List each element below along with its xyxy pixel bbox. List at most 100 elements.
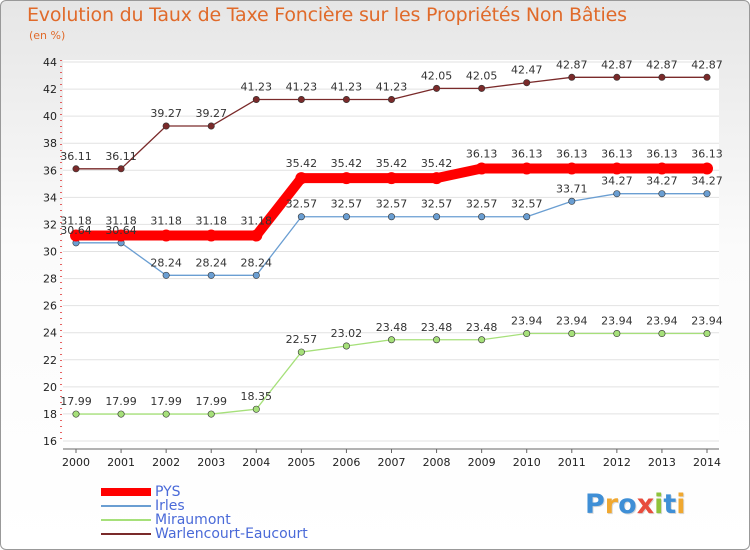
data-label-pys: 31.18 [195, 215, 227, 228]
data-label-warlencourt-eaucourt: 41.23 [286, 80, 318, 93]
data-point-pys [701, 162, 713, 175]
data-label-pys: 36.13 [691, 148, 723, 161]
y-tick-label: 22 [43, 354, 57, 367]
logo-letter: x [636, 489, 655, 520]
data-label-pys: 35.42 [286, 157, 318, 170]
data-point-warlencourt-eaucourt [433, 84, 441, 92]
data-point-irles [478, 213, 486, 221]
data-label-pys: 31.18 [241, 215, 273, 228]
data-point-warlencourt-eaucourt [523, 79, 531, 87]
legend-swatch-miraumont [101, 519, 151, 521]
x-tick-label: 2010 [513, 456, 541, 469]
data-point-warlencourt-eaucourt [658, 73, 666, 81]
data-label-irles: 30.64 [105, 224, 137, 237]
legend-label-miraumont: Miraumont [155, 512, 231, 528]
data-label-irles: 32.57 [376, 198, 408, 211]
data-label-irles: 32.57 [421, 198, 453, 211]
data-label-miraumont: 23.94 [601, 315, 633, 328]
data-point-pys [70, 229, 82, 242]
x-tick-label: 2008 [423, 456, 451, 469]
data-point-miraumont [568, 330, 576, 338]
data-point-warlencourt-eaucourt [297, 95, 305, 103]
x-tick-label: 2009 [468, 456, 496, 469]
data-label-irles: 32.57 [286, 198, 318, 211]
data-label-pys: 36.13 [646, 148, 678, 161]
x-tick-label: 2014 [693, 456, 721, 469]
x-tick-label: 2013 [648, 456, 676, 469]
x-tick-label: 2006 [332, 456, 360, 469]
data-point-miraumont [207, 410, 215, 418]
data-point-miraumont [342, 342, 350, 350]
chart-title: Evolution du Taux de Taxe Foncière sur l… [27, 4, 627, 26]
data-point-pys [430, 172, 443, 185]
y-tick-label: 16 [43, 435, 57, 448]
data-point-miraumont [523, 330, 531, 338]
data-label-warlencourt-eaucourt: 42.05 [466, 69, 498, 82]
data-point-irles [613, 190, 621, 198]
x-tick-label: 2011 [558, 456, 586, 469]
data-label-warlencourt-eaucourt: 42.87 [646, 58, 678, 71]
data-point-pys [475, 162, 488, 175]
data-point-pys [340, 172, 353, 185]
y-tick-label: 32 [43, 218, 57, 231]
data-label-miraumont: 23.94 [556, 315, 588, 328]
data-label-warlencourt-eaucourt: 41.23 [241, 80, 273, 93]
data-point-pys [295, 172, 308, 185]
data-label-irles: 34.27 [601, 175, 633, 188]
data-point-warlencourt-eaucourt [478, 84, 486, 92]
y-tick-label: 34 [43, 191, 57, 204]
data-label-warlencourt-eaucourt: 41.23 [376, 80, 408, 93]
data-label-irles: 28.24 [195, 256, 227, 269]
data-point-warlencourt-eaucourt [72, 165, 80, 173]
legend-item-irles: Irles [101, 499, 308, 513]
legend-swatch-pys [101, 488, 151, 496]
data-label-pys: 36.13 [556, 148, 588, 161]
legend-label-irles: Irles [155, 498, 185, 514]
data-label-pys: 31.18 [105, 215, 137, 228]
chart-legend: PYS Irles Miraumont Warlencourt-Eaucourt [101, 485, 308, 541]
data-label-warlencourt-eaucourt: 42.87 [601, 58, 633, 71]
data-label-warlencourt-eaucourt: 39.27 [150, 107, 182, 120]
data-label-warlencourt-eaucourt: 41.23 [331, 80, 363, 93]
y-tick-label: 36 [43, 164, 57, 177]
data-point-pys [565, 162, 578, 175]
data-point-miraumont [703, 330, 711, 338]
data-point-pys [520, 162, 533, 175]
data-point-miraumont [117, 410, 125, 418]
logo-letter: o [618, 489, 637, 520]
data-label-pys: 31.18 [150, 215, 182, 228]
data-point-irles [703, 190, 711, 198]
logo-letter: i [676, 489, 686, 520]
data-label-miraumont: 23.48 [376, 321, 408, 334]
y-tick-label: 28 [43, 273, 57, 286]
data-label-pys: 36.13 [466, 148, 498, 161]
y-tick-label: 26 [43, 300, 57, 313]
legend-swatch-warlencourt [101, 533, 151, 535]
data-label-pys: 36.13 [601, 148, 633, 161]
data-label-warlencourt-eaucourt: 42.87 [556, 58, 588, 71]
data-point-miraumont [387, 336, 395, 344]
data-label-pys: 36.13 [511, 148, 543, 161]
data-point-miraumont [162, 410, 170, 418]
data-point-pys [385, 172, 398, 185]
chart-subtitle: (en %) [29, 29, 66, 42]
data-label-miraumont: 18.35 [241, 390, 273, 403]
x-tick-label: 2001 [107, 456, 135, 469]
data-label-miraumont: 17.99 [105, 395, 137, 408]
data-label-warlencourt-eaucourt: 39.27 [195, 107, 227, 120]
data-point-irles [523, 213, 531, 221]
data-label-warlencourt-eaucourt: 36.11 [105, 150, 137, 163]
y-tick-label: 40 [43, 110, 57, 123]
data-label-miraumont: 17.99 [150, 395, 182, 408]
data-label-irles: 32.57 [511, 198, 543, 211]
data-point-irles [252, 271, 260, 279]
data-point-pys [250, 229, 263, 242]
y-tick-label: 24 [43, 327, 57, 340]
data-label-miraumont: 23.48 [421, 321, 453, 334]
data-point-irles [568, 197, 576, 205]
data-point-irles [162, 271, 170, 279]
data-label-miraumont: 17.99 [60, 395, 92, 408]
y-tick-label: 38 [43, 137, 57, 150]
